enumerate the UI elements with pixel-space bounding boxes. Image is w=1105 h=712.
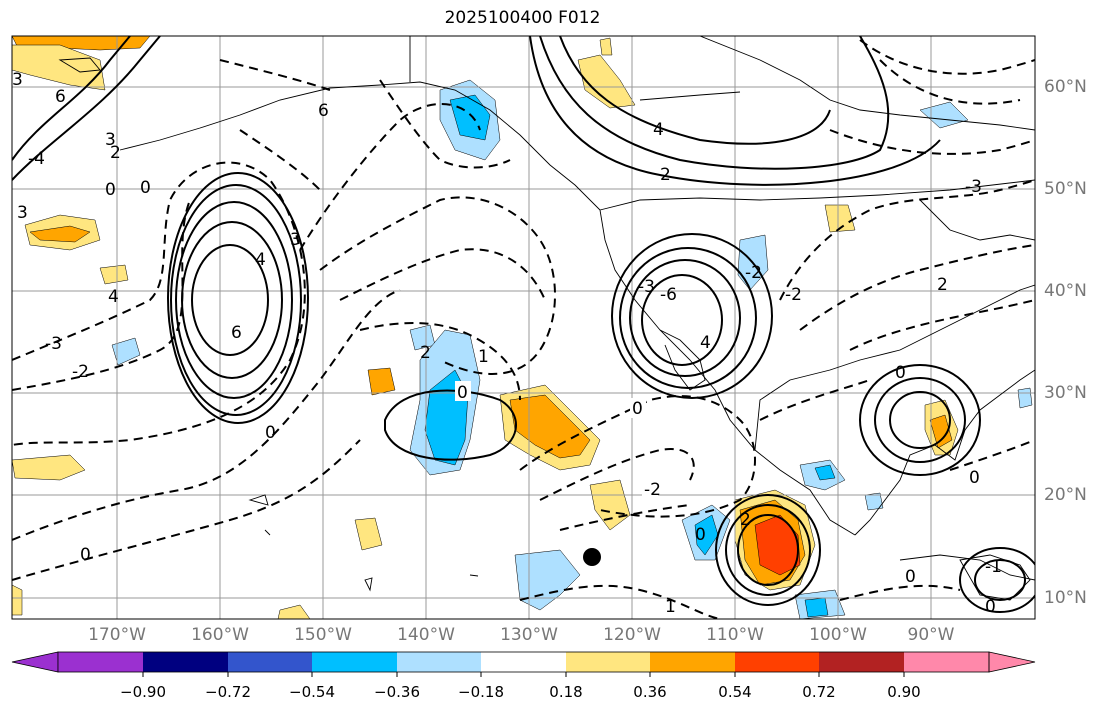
colorbar-tick-label: −0.18 [458,683,504,701]
contour-label: 2 [660,165,671,185]
lon-label: 120°W [603,625,661,645]
colorbar [11,651,1036,677]
lat-label: 50°N [1044,179,1087,199]
contour-label: 4 [255,250,266,270]
contour-label: 3 [17,203,28,223]
contour-label: 0 [80,545,91,565]
contours-dashed [12,39,1035,619]
contour-label: 3 [290,230,301,250]
map-title: 2025100400 F012 [444,8,601,28]
contour-label: 0 [905,567,916,587]
coastlines [58,36,1035,601]
contour-label: -2 [72,362,89,382]
contour-label: 0 [457,383,468,403]
colorbar-tick-label: −0.72 [205,683,251,701]
contours-solid [12,36,1035,613]
contour-label: 1 [478,347,489,367]
contour-label: 3 [105,130,116,150]
lat-label: 60°N [1044,77,1087,97]
contour-label: 2 [740,510,751,530]
contour-label: 3 [12,70,23,90]
colorbar-tick-label: 0.36 [633,683,667,701]
contour-label: -2 [745,263,762,283]
contour-label: 0 [265,423,276,443]
lat-label: 30°N [1044,383,1087,403]
contour-label: 0 [969,468,980,488]
contour-label: 6 [318,101,329,121]
lon-label: 90°W [907,625,955,645]
contour-label: 0 [105,180,116,200]
colorbar-extend-min [11,651,59,673]
contour-label: -2 [644,480,661,500]
contour-label: -3 [965,177,982,197]
contour-label: 0 [695,525,706,545]
colorbar-extend-max [988,651,1036,673]
contour-label: 1 [665,597,676,617]
contour-label: 4 [700,333,711,353]
colorbar-tick-label: −0.36 [374,683,420,701]
lon-label: 100°W [809,625,867,645]
colorbar-tick-label: 0.90 [887,683,921,701]
contour-label: 0 [632,399,643,419]
contour-label: -3 [638,277,655,297]
contour-label: 0 [985,597,996,617]
lat-label: 10°N [1044,588,1087,608]
contour-label: 2 [937,275,948,295]
contour-label: -1 [985,557,1002,577]
contour-label: -6 [660,285,677,305]
contour-label: 6 [55,87,66,107]
colorbar-tick-label: 0.54 [718,683,752,701]
contour-label: -4 [28,149,45,169]
lon-label: 110°W [706,625,764,645]
marker-dot [583,548,601,566]
contour-label: 6 [231,323,242,343]
lon-label: 140°W [397,625,455,645]
contour-label: 0 [140,178,151,198]
contour-label: 2 [420,343,431,363]
contour-label: 0 [895,363,906,383]
map-background [12,36,1035,619]
contour-label: -3 [45,334,62,354]
lon-label: 150°W [294,625,352,645]
colorbar-tick-label: −0.90 [120,683,166,701]
contour-labels: 6 6 4 3 3 2 0 0 6 4 3 -3 -2 -4 0 0 2 1 0… [12,70,1002,617]
lat-label: 20°N [1044,485,1087,505]
contour-label: 4 [108,287,119,307]
map-frame [11,35,1036,620]
contour-label: 2 [110,143,121,163]
contour-label: -2 [785,285,802,305]
lon-label: 130°W [500,625,558,645]
lat-label: 40°N [1044,281,1087,301]
lon-label: 170°W [88,625,146,645]
colorbar-tick-label: −0.54 [289,683,335,701]
lon-label: 160°W [191,625,249,645]
contour-label: 4 [653,120,664,140]
colorbar-tick-label: 0.18 [549,683,583,701]
colorbar-tick-label: 0.72 [802,683,836,701]
